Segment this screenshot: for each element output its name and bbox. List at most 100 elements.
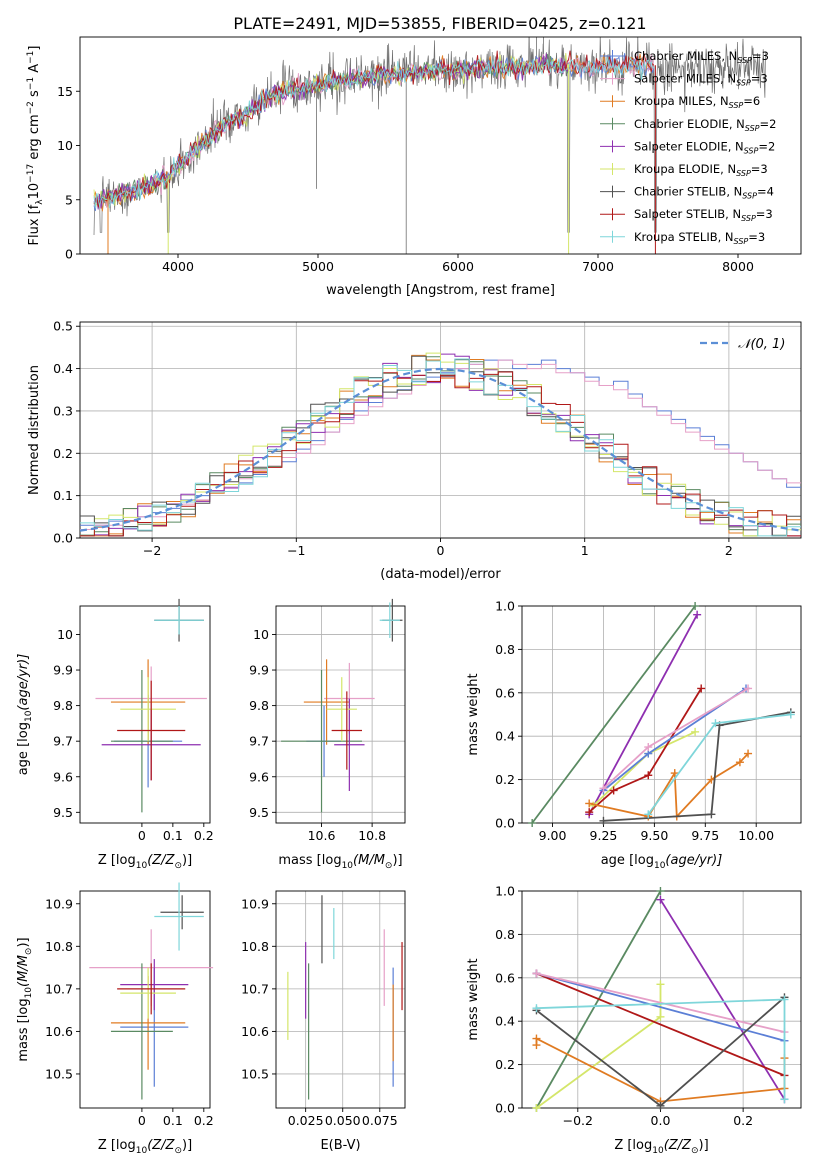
x-tick-label: 9.50 xyxy=(640,828,668,843)
y-tick-label: 9.9 xyxy=(53,663,73,678)
y-tick-label: 0.4 xyxy=(53,361,73,376)
normal-curve xyxy=(80,367,801,532)
spectrum-ylabel-part: erg cm xyxy=(27,114,42,163)
x-tick-label: 0 xyxy=(138,1113,146,1128)
legend-label: Chabrier ELODIE, NSSP=2 xyxy=(634,117,776,133)
spectrum-plot-area xyxy=(93,37,767,254)
y-tick-label: 0.6 xyxy=(495,970,515,985)
y-tick-label: 0.2 xyxy=(495,772,515,787)
legend-label-sub: SSP xyxy=(742,192,757,201)
y-tick-label: 0.8 xyxy=(495,927,515,942)
legend-label: Chabrier MILES, NSSP=3 xyxy=(634,49,769,65)
legend-label: Kroupa ELODIE, NSSP=3 xyxy=(634,162,768,178)
axes-frame xyxy=(79,890,211,1109)
y-tick-label: 9.6 xyxy=(249,769,269,784)
y-tick-label: 10 xyxy=(57,138,73,153)
z_mass-ylabel-part: ⊙ xyxy=(24,948,34,956)
ebv_mass-panel: 0.025 0.050 0.075 10.5 10.6 10.7 10.8 10.9 E(B-V… xyxy=(241,890,406,1153)
legend-label-sub: SSP xyxy=(729,101,744,110)
axes-frame xyxy=(275,890,406,1109)
x-tick-label: −0.2 xyxy=(563,1113,593,1128)
y-tick-label: 0.8 xyxy=(495,642,515,657)
weight-line-kroupa_miles xyxy=(589,752,749,819)
mass_age-xlabel-part: )] xyxy=(392,853,402,868)
x-tick-label: 9.75 xyxy=(691,828,719,843)
legend-label-part: =2 xyxy=(758,139,775,153)
z_weight-ylabel: mass weight xyxy=(466,958,481,1040)
y-tick-label: 0.2 xyxy=(495,1057,515,1072)
y-tick-label: 1.0 xyxy=(495,884,515,899)
residuals-legend: 𝒩(0, 1) xyxy=(700,337,785,352)
y-tick-label: 9.7 xyxy=(249,734,269,749)
z_age-ylabel: age [log10(age/yr)] xyxy=(16,654,34,776)
legend-label-sub: SSP xyxy=(736,79,751,88)
x-tick-label: 4000 xyxy=(162,259,194,274)
z_mass-ylabel-part: 10 xyxy=(24,987,34,999)
legend-label-part: Salpeter STELIB, N xyxy=(634,207,741,221)
z_weight-xlabel: Z [log10(Z/Z⊙)] xyxy=(614,1138,708,1156)
z_mass-xlabel-part: ⊙ xyxy=(174,1146,182,1156)
z_mass-ylabel-part: )] xyxy=(16,937,31,947)
z_mass-xlabel-part: Z [log xyxy=(98,1138,136,1153)
legend-label-sub: SSP xyxy=(741,214,756,223)
legend-label-normal: 𝒩(0, 1) xyxy=(738,337,785,352)
spectrum-ylabel-part: ] xyxy=(27,46,42,51)
legend-label-sub: SSP xyxy=(737,56,752,65)
y-tick-label: 10 xyxy=(253,627,269,642)
y-tick-label: 10 xyxy=(57,627,73,642)
y-tick-label: 0.3 xyxy=(53,403,73,418)
weight-line-salpeter_elodie xyxy=(588,614,698,815)
legend-label-part: =4 xyxy=(757,185,774,199)
y-tick-label: 1.0 xyxy=(495,599,515,614)
x-tick-label: 6000 xyxy=(442,259,474,274)
axes-frame xyxy=(79,605,211,824)
figure-title: PLATE=2491, MJD=53855, FIBERID=0425, z=0… xyxy=(233,14,646,33)
y-tick-label: 10.8 xyxy=(241,939,269,954)
z_mass-ylabel-part: (M/M xyxy=(16,955,31,987)
legend-label-part: Kroupa ELODIE, N xyxy=(634,162,736,176)
legend-label: Chabrier STELIB, NSSP=4 xyxy=(634,185,774,201)
x-tick-label: 10.6 xyxy=(308,828,336,843)
spectrum-ylabel-part: −1 xyxy=(26,77,36,90)
hist-salpeter_stelib xyxy=(80,371,801,537)
y-tick-label: 0.0 xyxy=(53,531,73,546)
age_weight-xlabel: age [log10(age/yr)] xyxy=(601,853,723,871)
mass_age-xlabel-part: ⊙ xyxy=(385,861,393,871)
legend-label-part: =3 xyxy=(748,230,765,244)
spectrum-ylabel-part: −1 xyxy=(26,51,36,64)
z_weight-xlabel-part: Z [log xyxy=(614,1138,652,1153)
legend-label-sub: SSP xyxy=(744,146,759,155)
x-tick-label: −2 xyxy=(143,543,161,558)
legend-label-part: Salpeter MILES, N xyxy=(634,72,736,86)
age_weight-xlabel-part: 10 xyxy=(654,861,666,871)
x-tick-label: 0.0 xyxy=(651,1113,671,1128)
legend-label-part: =3 xyxy=(751,72,768,86)
spectrum-ylabel-part: −17 xyxy=(26,164,36,183)
z_mass-xlabel: Z [log10(Z/Z⊙)] xyxy=(98,1138,192,1156)
weight-line-salpeter_stelib xyxy=(536,972,785,1077)
y-tick-label: 0.2 xyxy=(53,446,73,461)
y-tick-label: 10.6 xyxy=(241,1024,269,1039)
y-tick-label: 9.6 xyxy=(53,769,73,784)
z_weight-panel: −0.2 0.0 0.2 0.0 0.2 0.4 0.6 0.8 1.0 Z [log10(Z/Z… xyxy=(466,884,802,1156)
z_age-xlabel-part: Z [log xyxy=(98,853,136,868)
z_mass-panel: 0 0.1 0.210.510.610.710.810.9Z [log10(Z/Z⊙… xyxy=(16,882,214,1156)
legend-label-part: Chabrier STELIB, N xyxy=(634,185,742,199)
weight-line-salpeter_miles xyxy=(536,972,785,1033)
z_mass-ylabel: mass [log10(M/M⊙)] xyxy=(16,937,34,1061)
z_mass-ylabel-part: mass [log xyxy=(16,998,31,1061)
spectrum-ylabel-part: Flux [f xyxy=(27,204,42,245)
z_mass-xlabel-part: )] xyxy=(182,1138,192,1153)
y-tick-label: 10.9 xyxy=(45,896,73,911)
data-spectrum-line xyxy=(93,37,767,236)
legend-label-part: =3 xyxy=(751,162,768,176)
mass_age-xlabel-part: 10 xyxy=(342,861,354,871)
x-tick-label: 10.8 xyxy=(358,828,386,843)
y-tick-label: 10.8 xyxy=(45,939,73,954)
legend-label-part: Kroupa STELIB, N xyxy=(634,230,734,244)
legend-label-sub: SSP xyxy=(736,169,751,178)
z_age-xlabel-part: )] xyxy=(182,853,192,868)
y-tick-label: 10.7 xyxy=(45,981,73,996)
